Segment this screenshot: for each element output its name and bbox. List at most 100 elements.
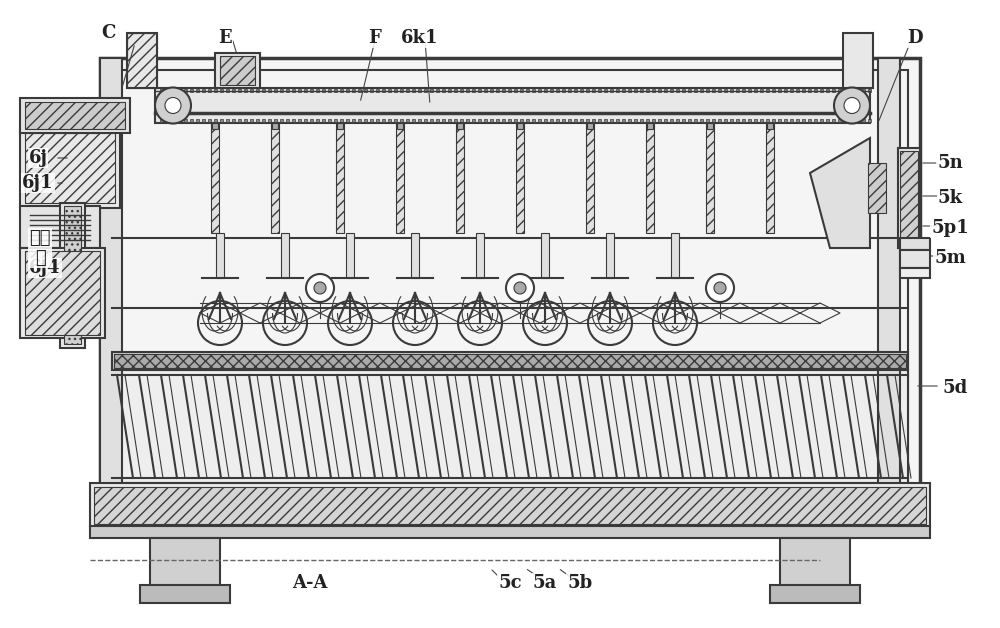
Bar — [400, 89, 403, 92]
Bar — [364, 89, 367, 92]
Circle shape — [306, 274, 334, 302]
Bar — [412, 119, 415, 122]
Bar — [562, 89, 565, 92]
Bar — [114, 354, 906, 368]
Bar — [520, 119, 523, 122]
Bar — [244, 89, 247, 92]
Bar — [526, 119, 529, 122]
Bar — [256, 89, 259, 92]
Bar — [670, 119, 673, 122]
Circle shape — [155, 87, 191, 124]
Text: 5b: 5b — [567, 574, 593, 592]
Bar — [214, 119, 217, 122]
Bar — [628, 89, 631, 92]
Bar — [671, 233, 679, 278]
Bar — [778, 89, 781, 92]
Bar — [212, 123, 218, 129]
Bar — [502, 119, 505, 122]
Bar — [382, 119, 385, 122]
Text: A-A: A-A — [292, 574, 328, 592]
Bar — [478, 119, 481, 122]
Bar — [364, 119, 367, 122]
Bar — [155, 88, 870, 123]
Bar — [724, 89, 727, 92]
Bar — [397, 123, 403, 129]
Bar — [478, 89, 481, 92]
Bar — [868, 119, 871, 122]
Bar — [766, 119, 769, 122]
Text: D: D — [907, 29, 923, 47]
Bar — [484, 89, 487, 92]
Bar — [400, 119, 403, 122]
Bar — [784, 89, 787, 92]
Bar — [454, 119, 457, 122]
Bar — [271, 123, 279, 233]
Bar — [820, 119, 823, 122]
Bar — [826, 119, 829, 122]
Bar — [802, 89, 805, 92]
Bar — [592, 89, 595, 92]
Bar — [100, 58, 122, 528]
Bar — [736, 89, 739, 92]
Bar — [160, 89, 163, 92]
Bar — [856, 89, 859, 92]
Bar — [707, 123, 713, 129]
Bar — [90, 483, 930, 528]
Bar — [544, 119, 547, 122]
Bar — [430, 89, 433, 92]
Bar — [238, 89, 241, 92]
Bar — [352, 89, 355, 92]
Bar — [472, 89, 475, 92]
Bar — [25, 102, 125, 129]
Bar — [634, 119, 637, 122]
Bar — [430, 119, 433, 122]
Bar — [670, 89, 673, 92]
Bar — [742, 89, 745, 92]
Bar — [304, 119, 307, 122]
Bar — [25, 251, 100, 335]
Bar — [736, 119, 739, 122]
Bar — [658, 119, 661, 122]
Bar — [754, 89, 757, 92]
Text: 5p1: 5p1 — [931, 219, 969, 237]
Bar — [215, 53, 260, 88]
Bar — [676, 119, 679, 122]
Text: 6j: 6j — [28, 149, 48, 167]
Bar — [802, 119, 805, 122]
Bar — [532, 89, 535, 92]
Bar — [538, 119, 541, 122]
Bar — [652, 119, 655, 122]
Bar — [424, 119, 427, 122]
Bar — [520, 89, 523, 92]
Bar — [766, 89, 769, 92]
Bar — [856, 119, 859, 122]
Bar — [406, 119, 409, 122]
Bar — [526, 89, 529, 92]
Bar — [730, 89, 733, 92]
Bar — [718, 89, 721, 92]
Text: 5k: 5k — [937, 189, 963, 207]
Bar — [172, 119, 175, 122]
Bar — [718, 119, 721, 122]
Bar — [712, 119, 715, 122]
Bar — [274, 119, 277, 122]
Bar — [808, 89, 811, 92]
Bar — [460, 119, 463, 122]
Bar — [336, 123, 344, 233]
Bar — [20, 248, 105, 338]
Bar — [214, 89, 217, 92]
Bar — [706, 123, 714, 233]
Bar — [346, 119, 349, 122]
Bar — [682, 119, 685, 122]
Bar — [436, 89, 439, 92]
Bar — [574, 89, 577, 92]
Bar — [232, 119, 235, 122]
Bar — [606, 233, 614, 278]
Bar — [832, 119, 835, 122]
Polygon shape — [810, 138, 870, 248]
Bar — [712, 89, 715, 92]
Text: 5a: 5a — [533, 574, 557, 592]
Bar — [514, 89, 517, 92]
Bar — [262, 89, 265, 92]
Bar — [166, 119, 169, 122]
